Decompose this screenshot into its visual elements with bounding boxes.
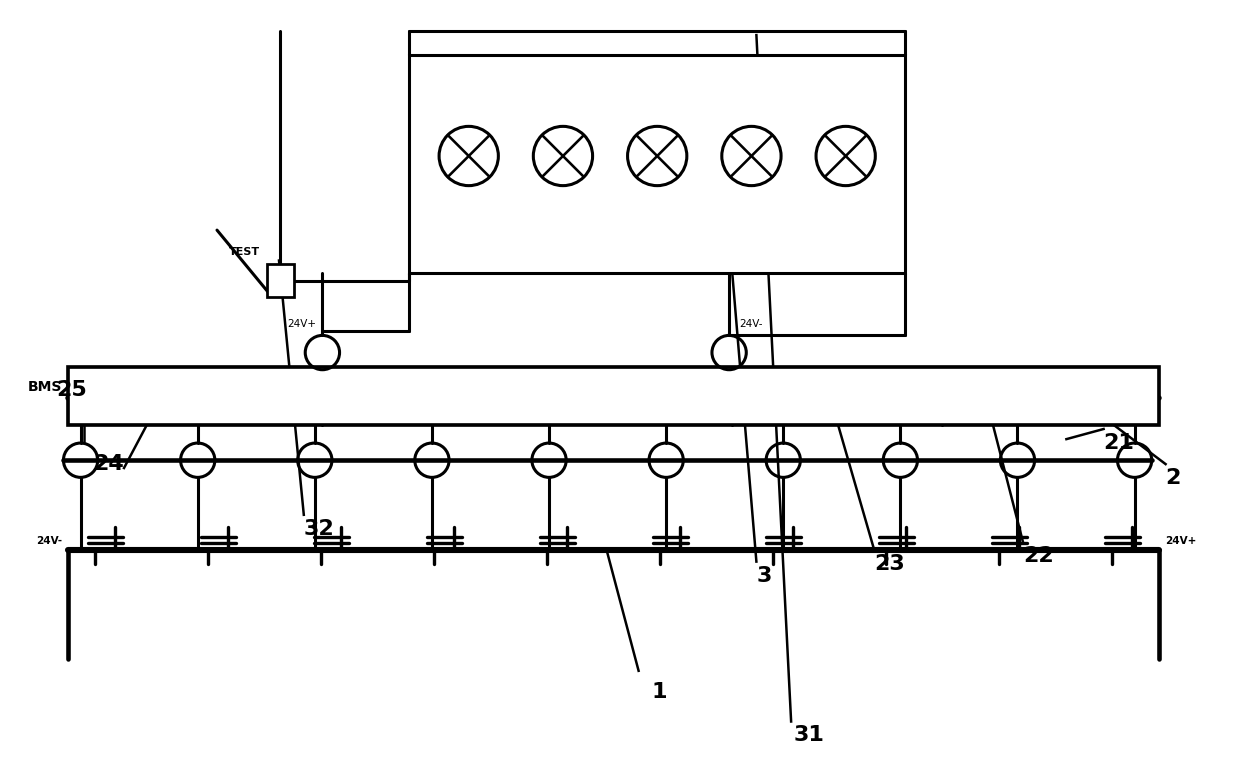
Text: 24V-: 24V- (739, 319, 763, 329)
Text: 24V+: 24V+ (288, 319, 316, 329)
Text: TEST: TEST (229, 246, 260, 257)
Text: 24V-: 24V- (36, 536, 62, 546)
Text: 23: 23 (874, 554, 905, 574)
Text: 25: 25 (56, 380, 87, 400)
Text: 24V+: 24V+ (1166, 536, 1197, 546)
Text: 31: 31 (794, 725, 825, 746)
Bar (409, 55, 905, 273)
Bar (68, 367, 1159, 425)
Text: 24: 24 (93, 454, 124, 474)
Text: 2: 2 (1166, 468, 1180, 488)
Text: 22: 22 (1023, 546, 1054, 566)
Text: 21: 21 (1104, 433, 1135, 453)
Text: 1: 1 (651, 682, 667, 703)
Bar (267, 264, 294, 297)
Text: 3: 3 (756, 566, 771, 586)
Text: 32: 32 (304, 519, 335, 539)
Text: BMS: BMS (27, 380, 62, 394)
